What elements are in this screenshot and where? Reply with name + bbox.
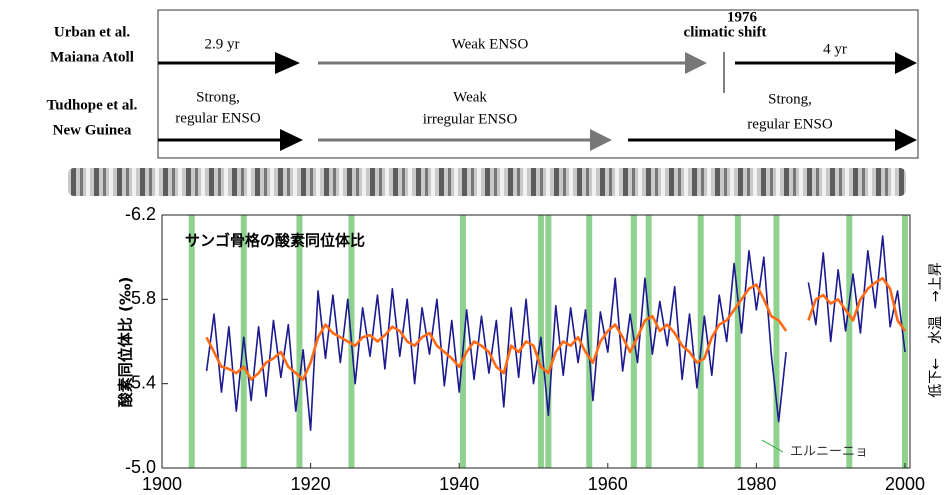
row-label: New Guinea bbox=[53, 122, 132, 138]
diagram-frame bbox=[157, 9, 919, 159]
el-nino-band bbox=[697, 215, 704, 468]
segment-label: irregular ENSO bbox=[423, 111, 518, 127]
row-label: Maiana Atoll bbox=[50, 49, 134, 65]
pointer bbox=[761, 439, 784, 453]
segment-label: regular ENSO bbox=[747, 116, 833, 132]
x-tick-label: 1940 bbox=[439, 474, 479, 494]
arrow-head bbox=[895, 52, 917, 74]
arrow-head bbox=[590, 129, 612, 151]
y-tick-label: -6.2 bbox=[125, 204, 156, 224]
y-tick-label: -5.4 bbox=[125, 372, 156, 392]
segment-label: 4 yr bbox=[823, 41, 847, 57]
x-tick-label: 1900 bbox=[142, 474, 182, 494]
el-nino-band bbox=[902, 215, 908, 468]
series-line bbox=[205, 276, 907, 381]
arrow-head bbox=[275, 52, 300, 74]
segment-label: regular ENSO bbox=[175, 110, 261, 126]
el-nino-band bbox=[296, 215, 303, 468]
x-tick-label: 1920 bbox=[291, 474, 331, 494]
arrow-head bbox=[895, 129, 917, 151]
el-nino-band bbox=[545, 215, 552, 468]
y-tick-label: -5.0 bbox=[125, 457, 156, 477]
el-nino-band bbox=[645, 215, 652, 468]
coral-image bbox=[68, 168, 906, 196]
x-tick-label: 1960 bbox=[588, 474, 628, 494]
segment-label: 2.9 yr bbox=[205, 36, 240, 52]
y2-axis-label: 低下← 水温 →上昇 bbox=[928, 262, 944, 397]
el-nino-band bbox=[586, 215, 593, 468]
segment-label: Strong, bbox=[196, 89, 240, 105]
x-tick-label: 2000 bbox=[885, 474, 925, 494]
series-line bbox=[205, 235, 906, 431]
el-nino-band bbox=[773, 215, 780, 468]
el-nino-band bbox=[459, 215, 466, 468]
el-nino-band bbox=[734, 215, 741, 468]
arrows bbox=[158, 52, 917, 151]
row-label: Tudhope et al. bbox=[47, 97, 138, 113]
y-axis-label: 酸素同位体比 (‰) bbox=[117, 277, 135, 408]
event-label: エルニーニョ bbox=[790, 445, 868, 460]
el-nino-band bbox=[188, 215, 195, 468]
x-tick-label: 1980 bbox=[736, 474, 776, 494]
arrow-head bbox=[685, 52, 707, 74]
plot-frame bbox=[161, 214, 911, 469]
row-labels: Urban et al. Maiana Atoll Tudhope et al.… bbox=[47, 24, 138, 138]
y-tick-label: -5.8 bbox=[125, 288, 156, 308]
arrow-head bbox=[280, 129, 303, 151]
segment-label: Weak bbox=[453, 89, 487, 105]
shift-label: 1976 bbox=[727, 9, 758, 25]
segment-label: Strong, bbox=[768, 91, 812, 107]
el-nino-band bbox=[846, 215, 853, 468]
shift-label: climatic shift bbox=[684, 24, 767, 40]
segment-label: Weak ENSO bbox=[452, 36, 529, 52]
row-label: Urban et al. bbox=[54, 24, 130, 40]
annotation: サンゴ骨格の酸素同位体比 bbox=[185, 232, 365, 250]
